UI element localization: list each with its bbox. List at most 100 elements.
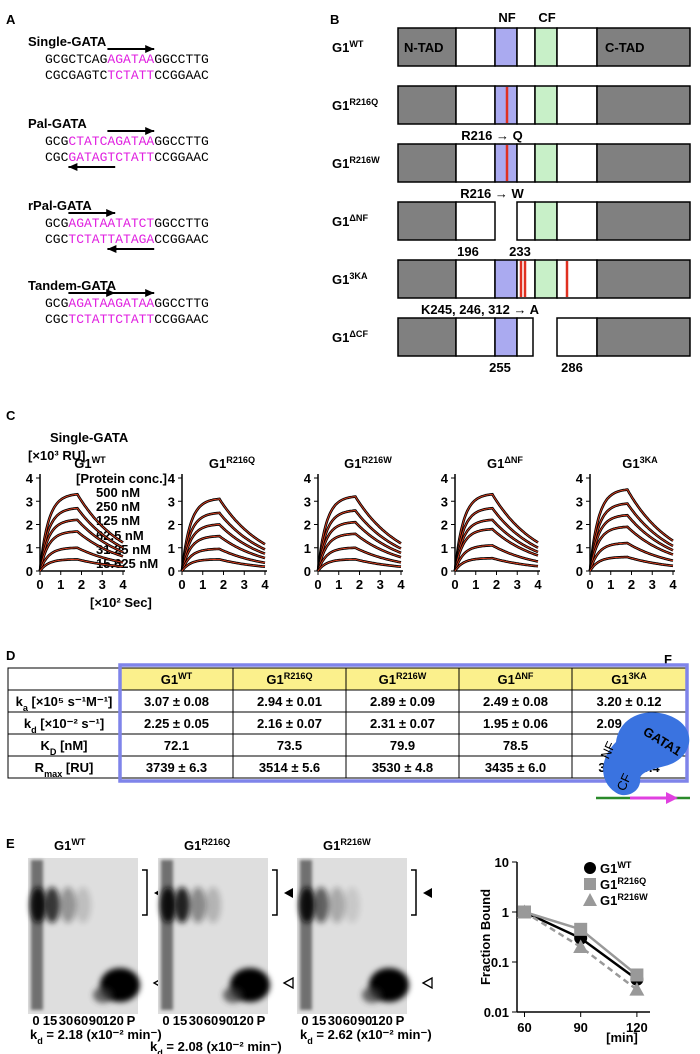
sensorgram <box>588 513 674 572</box>
y-tick-label: 4 <box>26 471 34 486</box>
sequence-part: TCTATT <box>107 68 154 83</box>
table-cell-text: 79.9 <box>390 738 415 753</box>
x-tick-label: 1 <box>472 577 479 592</box>
gel-smear <box>300 860 312 1010</box>
text-part: G1 <box>74 456 91 471</box>
row-label: kd [×10⁻² s⁻¹] <box>24 716 104 735</box>
domain-box <box>596 143 691 183</box>
text-part: G1 <box>600 877 617 892</box>
site-arrow-head <box>666 792 678 804</box>
lane-label: 15 <box>173 1013 187 1028</box>
construct-name: G1ΔCF <box>332 329 368 345</box>
domain-box <box>516 317 534 357</box>
domain-box <box>397 85 457 125</box>
text-part: G1 <box>332 156 349 171</box>
domain-label: CF <box>613 771 634 793</box>
panel-letter: E <box>6 836 15 851</box>
gel-band <box>44 887 60 923</box>
text-part: ΔCF <box>349 329 368 339</box>
y-tick-label: 10 <box>495 855 509 870</box>
table-cell-text: 3.20 ± 0.12 <box>597 694 662 709</box>
text-part: G1 <box>600 893 617 908</box>
domain-box <box>556 201 598 241</box>
y-tick-label: 0.1 <box>491 955 509 970</box>
fit-curve <box>589 526 674 572</box>
bound-marker <box>423 888 432 898</box>
table-cell-text: 73.5 <box>277 738 302 753</box>
table-cell-text: 2.16 ± 0.07 <box>257 716 322 731</box>
x-tick-label: 3 <box>99 577 106 592</box>
gel-band <box>75 887 91 923</box>
domain-box <box>494 27 518 67</box>
table-cell-text: 1.95 ± 0.06 <box>483 716 548 731</box>
sequence: CGCTCTATTATAGACCGGAAC <box>45 232 209 247</box>
construct-name: G13KA <box>332 271 368 287</box>
gel-smear <box>161 860 173 1010</box>
x-tick-label: 60 <box>517 1020 531 1035</box>
panel-letter: F <box>664 652 672 667</box>
table-cell-text: 3739 ± 6.3 <box>146 760 207 775</box>
text-part: R216Q <box>284 671 313 681</box>
y-tick-label: 4 <box>576 471 584 486</box>
arrow-head <box>107 245 117 253</box>
y-tick-label: 0 <box>304 564 311 579</box>
y-tick-label: 0 <box>576 564 583 579</box>
sequence-part: GCG <box>45 216 68 231</box>
kd-value: kd = 2.18 (x10⁻² min⁻) <box>30 1027 162 1046</box>
sequence: GCGAGATAATATCTGGCCTTG <box>45 216 209 231</box>
text-part: R216W <box>362 455 393 465</box>
chart-title: G1WT <box>74 455 106 471</box>
lane-label: 60 <box>343 1013 357 1028</box>
domain-box <box>596 259 691 299</box>
lane-label: 0 <box>162 1013 169 1028</box>
y-tick-label: 1 <box>502 905 509 920</box>
domain-box <box>455 143 496 183</box>
text-part: G1 <box>611 672 628 687</box>
text-part: G1 <box>332 214 349 229</box>
fit-curve <box>317 521 402 572</box>
text-part: G1 <box>332 272 349 287</box>
text-part: WT <box>178 671 193 681</box>
fit-curve <box>317 496 402 572</box>
legend-entry: 125 nM <box>96 513 140 528</box>
gata1-shape <box>603 712 690 796</box>
x-tick-label: 3 <box>377 577 384 592</box>
x-tick-label: 0 <box>36 577 43 592</box>
domain-header: CF <box>538 10 555 25</box>
domain-box <box>534 27 558 67</box>
text-part: G1 <box>487 456 504 471</box>
sequence: CGCGAGTCTCTATTCCGGAAC <box>45 68 209 83</box>
lane-label: 30 <box>189 1013 203 1028</box>
domain-label: N-TAD <box>404 40 443 55</box>
legend-entry: 500 nM <box>96 485 140 500</box>
sequence-part: TCTATTATAGA <box>68 232 154 247</box>
table-cell-text: 2.94 ± 0.01 <box>257 694 322 709</box>
fit-curve <box>454 519 539 572</box>
sequence-part: CGCGAGTC <box>45 68 108 83</box>
text-part: = 2.62 (x10⁻² min⁻) <box>313 1027 432 1042</box>
sequence: CGCTCTATTCTATTCCGGAAC <box>45 312 209 327</box>
x-tick-label: 4 <box>397 577 405 592</box>
table-cell-text: 3514 ± 5.6 <box>259 760 320 775</box>
row-label: ka [×10⁵ s⁻¹M⁻¹] <box>16 694 113 713</box>
panel-letter: B <box>330 12 339 27</box>
text-part: R216W <box>396 671 427 681</box>
axis-unit: [×10³ RU] <box>28 448 85 463</box>
construct-note: K245, 246, 312 → A <box>421 302 540 317</box>
x-tick-label: 0 <box>314 577 321 592</box>
sequence-part: CGC <box>45 312 69 327</box>
domain-box <box>516 143 536 183</box>
domain-box <box>494 317 518 357</box>
y-tick-label: 1 <box>304 541 311 556</box>
bound-marker <box>284 888 293 898</box>
y-tick-label: 4 <box>304 471 312 486</box>
lane-label: P <box>127 1013 136 1028</box>
text-part: R216Q <box>617 876 646 886</box>
text-part: k <box>24 716 32 731</box>
sequence-part: GGCCTTG <box>154 296 209 311</box>
domain-box <box>596 317 691 357</box>
text-part: R <box>35 760 45 775</box>
arrow-head <box>145 289 155 297</box>
chart-title: G1R216W <box>344 455 392 471</box>
domain-box <box>556 85 598 125</box>
